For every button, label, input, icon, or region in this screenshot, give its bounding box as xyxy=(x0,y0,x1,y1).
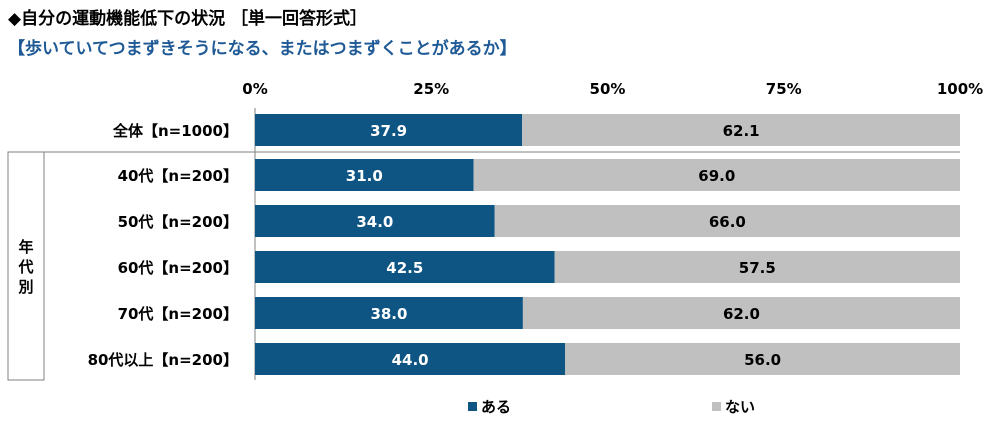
group-label-char: 代 xyxy=(17,258,33,276)
bar-segment-aru xyxy=(255,297,523,329)
bar-segment-aru xyxy=(255,114,523,146)
data-label-aru: 38.0 xyxy=(370,305,407,323)
category-label: 70代【n=200】 xyxy=(118,305,238,323)
x-tick-label: 0% xyxy=(242,80,267,98)
bar-segment-aru xyxy=(255,251,555,283)
category-label: 全体【n=1000】 xyxy=(112,122,238,140)
data-label-nai: 56.0 xyxy=(744,351,781,369)
category-label: 40代【n=200】 xyxy=(118,167,238,185)
group-box xyxy=(7,151,45,381)
data-label-aru: 31.0 xyxy=(346,167,383,185)
data-label-aru: 44.0 xyxy=(392,351,429,369)
category-label: 60代【n=200】 xyxy=(118,259,238,277)
legend-swatch-aru xyxy=(468,402,477,411)
legend-swatch-nai xyxy=(712,402,721,411)
bar-segment-aru xyxy=(255,343,566,375)
group-label-char: 年 xyxy=(18,238,33,256)
data-label-nai: 62.1 xyxy=(723,122,760,140)
chart-title: ◆自分の運動機能低下の状況 ［単一回答形式］ xyxy=(8,9,367,29)
bar-segment-nai xyxy=(494,205,960,237)
category-label: 80代以上【n=200】 xyxy=(88,351,238,369)
x-tick-label: 25% xyxy=(413,80,449,98)
bar-segment-nai xyxy=(554,251,960,283)
data-label-aru: 42.5 xyxy=(386,259,423,277)
data-label-nai: 66.0 xyxy=(709,213,746,231)
bar-segment-nai xyxy=(522,114,960,146)
group-label-char: 別 xyxy=(17,278,33,296)
x-tick-label: 75% xyxy=(766,80,802,98)
data-label-nai: 69.0 xyxy=(698,167,735,185)
legend-label-nai: ない xyxy=(725,398,755,416)
data-label-aru: 37.9 xyxy=(370,122,407,140)
x-tick-label: 50% xyxy=(590,80,626,98)
bar-segment-nai xyxy=(473,159,960,191)
x-tick-label: 100% xyxy=(937,80,983,98)
data-label-aru: 34.0 xyxy=(356,213,393,231)
data-label-nai: 62.0 xyxy=(723,305,760,323)
data-label-nai: 57.5 xyxy=(739,259,776,277)
bar-segment-nai xyxy=(522,297,960,329)
bar-segment-aru xyxy=(255,205,495,237)
chart-subtitle: 【歩いていてつまずきそうになる、またはつまずくことがあるか】 xyxy=(8,39,517,59)
bar-segment-aru xyxy=(255,159,474,191)
legend-label-aru: ある xyxy=(481,398,511,416)
bar-segment-nai xyxy=(565,343,960,375)
category-label: 50代【n=200】 xyxy=(118,213,238,231)
